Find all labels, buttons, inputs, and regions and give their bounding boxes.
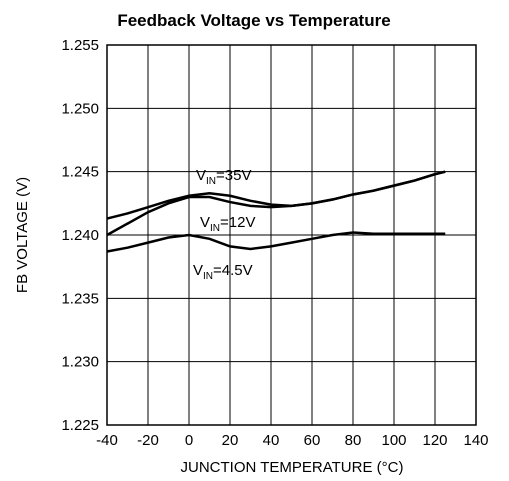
series-label-part: IN	[210, 223, 220, 234]
chart-title: Feedback Voltage vs Temperature	[117, 11, 390, 30]
x-tick-label: 40	[263, 432, 280, 449]
y-tick-label: 1.235	[61, 290, 99, 307]
series-label-part: V	[193, 262, 203, 279]
x-tick-label: 120	[422, 432, 447, 449]
series-label: VIN=4.5V	[193, 262, 253, 282]
x-tick-label: 100	[381, 432, 406, 449]
series-label-part: =12V	[220, 214, 255, 231]
series-line	[106, 170, 446, 237]
series-label-part: IN	[206, 176, 216, 187]
series-label-part: V	[200, 214, 210, 231]
x-tick-label: 20	[222, 432, 239, 449]
y-tick-label: 1.255	[61, 37, 99, 54]
series-line	[106, 170, 446, 220]
series-label-part: =4.5V	[213, 262, 253, 279]
x-tick-label: -20	[137, 432, 159, 449]
series-label: VIN=12V	[200, 214, 255, 234]
series-label-part: V	[196, 167, 206, 184]
y-tick-label: 1.240	[61, 227, 99, 244]
y-tick-label: 1.230	[61, 354, 99, 371]
x-tick-label: 80	[345, 432, 362, 449]
x-tick-label: -40	[96, 432, 118, 449]
y-tick-label: 1.245	[61, 164, 99, 181]
series-label-part: IN	[203, 271, 213, 282]
x-tick-label: 140	[463, 432, 488, 449]
y-axis-label: FB VOLTAGE (V)	[14, 177, 31, 293]
y-tick-label: 1.225	[61, 417, 99, 434]
series-label-part: =35V	[216, 167, 251, 184]
x-axis-label: JUNCTION TEMPERATURE (°C)	[181, 459, 404, 476]
y-tick-label: 1.250	[61, 100, 99, 117]
series-line	[106, 231, 446, 253]
x-tick-label: 60	[304, 432, 321, 449]
x-tick-label: 0	[185, 432, 193, 449]
series-label: VIN=35V	[196, 167, 251, 187]
